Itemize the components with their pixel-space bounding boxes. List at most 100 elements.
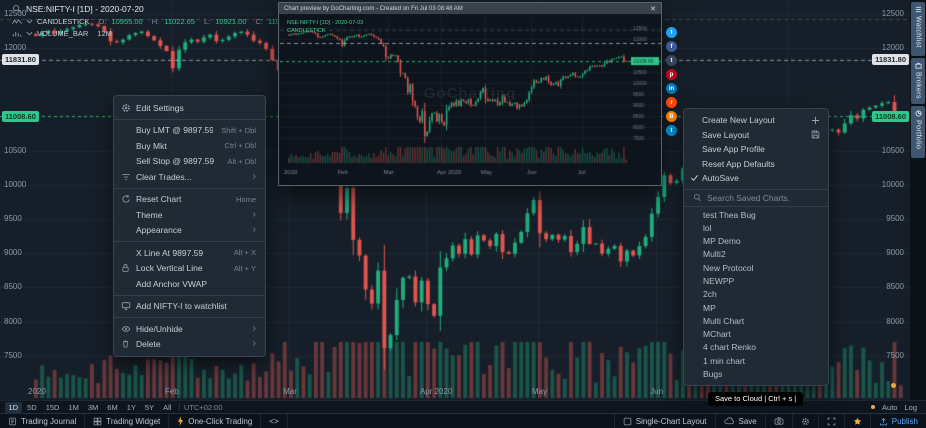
trading-journal-button[interactable]: Trading Journal: [0, 414, 86, 428]
publish-button[interactable]: Publish: [869, 414, 926, 428]
sidebar-tab-portfolio[interactable]: Portfolio: [911, 106, 925, 158]
saved-chart-item[interactable]: NEWPP: [703, 275, 735, 286]
lightning-icon: [177, 416, 184, 426]
menu-item-appearance[interactable]: Appearance ›: [114, 223, 265, 239]
menu-item-sell-stop[interactable]: Sell Stop @ 9897.59 Alt + Dbl: [114, 154, 265, 170]
log-scale-button[interactable]: Log: [904, 402, 917, 412]
timeframe-button[interactable]: 3M: [87, 402, 99, 412]
menu-item-edit-settings[interactable]: Edit Settings: [114, 100, 265, 116]
menu-item-add-to-watchlist[interactable]: Add NIFTY-I to watchlist: [114, 299, 265, 315]
menu-item-buy-lmt[interactable]: Buy LMT @ 9897.59 Shift + Dbl: [114, 123, 265, 139]
search-saved-charts-input[interactable]: [707, 192, 817, 203]
menu-shortcut: Alt + Y: [233, 263, 256, 273]
menu-item-lock-vertical-line[interactable]: Lock Vertical Line Alt + Y: [114, 261, 265, 277]
social-share-icon[interactable]: B: [666, 111, 677, 122]
auto-scale-button[interactable]: Auto: [882, 402, 898, 412]
social-share-icon[interactable]: in: [666, 83, 677, 94]
timeframe-button[interactable]: 1D: [5, 401, 22, 413]
watermark: GoCharting: [423, 85, 517, 102]
close-icon[interactable]: ✕: [650, 5, 656, 13]
chart-type-icon[interactable]: [12, 18, 22, 26]
fullscreen-button[interactable]: [817, 414, 844, 428]
timeframe-button[interactable]: 6M: [107, 402, 118, 412]
saved-chart-item[interactable]: MChart: [703, 329, 731, 340]
symbol-title[interactable]: NSE:NIFTY-I [1D] - 2020-07-20: [26, 4, 144, 14]
chevron-down-icon[interactable]: [26, 31, 33, 36]
chart-legend: NSE:NIFTY-I [1D] - 2020-07-20 CANDLESTIC…: [12, 4, 299, 41]
saved-chart-item[interactable]: MP: [703, 302, 716, 313]
social-share-icon[interactable]: t: [666, 125, 677, 136]
gear-icon: [121, 103, 136, 113]
saved-chart-item[interactable]: Bugs: [703, 369, 723, 380]
toolbar-left: Trading Journal Trading Widget One-Click…: [0, 414, 288, 428]
price-tick: 10500: [4, 145, 27, 155]
menu-item-hide-unhide[interactable]: Hide/Unhide ›: [114, 321, 265, 337]
social-share-icon[interactable]: t: [666, 27, 677, 38]
saved-chart-item[interactable]: test Thea Bug: [703, 209, 756, 220]
menu-label: X Line At 9897.59: [136, 247, 204, 258]
trading-widget-button[interactable]: Trading Widget: [85, 414, 170, 428]
menu-item-create-new-layout[interactable]: Create New Layout: [684, 113, 828, 128]
last-price-label: 11008.60: [872, 110, 909, 122]
menu-item-theme[interactable]: Theme ›: [114, 207, 265, 223]
price-tick: 9000: [4, 248, 22, 258]
social-share-icon[interactable]: p: [666, 69, 677, 80]
saved-chart-item[interactable]: 2ch: [703, 289, 717, 300]
volume-row: VOLUME_BAR 12M: [12, 29, 299, 38]
upload-icon: [879, 417, 888, 426]
sidebar-tab-watchlist[interactable]: Watchlist: [911, 2, 925, 56]
saved-chart-item[interactable]: New Protocol: [703, 262, 754, 273]
social-share-icon[interactable]: f: [666, 41, 677, 52]
symbol-row: NSE:NIFTY-I [1D] - 2020-07-20: [12, 4, 299, 14]
screenshot-button[interactable]: [764, 414, 792, 428]
single-chart-layout-button[interactable]: Single-Chart Layout: [613, 414, 715, 428]
saved-chart-item[interactable]: 1 min chart: [703, 355, 746, 366]
plus-icon: [811, 116, 820, 125]
menu-item-reset-app-defaults[interactable]: Reset App Defaults: [684, 157, 828, 172]
settings-button[interactable]: [791, 414, 818, 428]
button-label: Publish: [891, 416, 918, 426]
timeframe-button[interactable]: All: [163, 402, 172, 412]
menu-item-save-app-profile[interactable]: Save App Profile: [684, 142, 828, 157]
save-button[interactable]: Save: [714, 414, 765, 428]
timeframe-button[interactable]: 5Y: [144, 402, 155, 412]
menu-item-clear-trades[interactable]: Clear Trades... ›: [114, 169, 265, 185]
social-share-icon[interactable]: t: [666, 55, 677, 66]
menu-item-autosave[interactable]: AutoSave: [684, 171, 828, 186]
menu-item-reset-chart[interactable]: Reset Chart Home: [114, 192, 265, 208]
saved-chart-item[interactable]: Multi2: [703, 249, 726, 260]
sidebar-tab-brokers[interactable]: Brokers: [911, 58, 925, 104]
chevron-down-icon[interactable]: [26, 19, 33, 24]
timeframe-button[interactable]: 1M: [68, 402, 79, 412]
one-click-trading-button[interactable]: One-Click Trading: [169, 414, 262, 428]
menu-shortcut: Alt + X: [233, 248, 256, 258]
price-tick: 12000: [881, 43, 904, 53]
price-tick: 10000: [881, 179, 904, 189]
monitor-icon: [121, 301, 136, 311]
saved-chart-item[interactable]: lol: [703, 222, 712, 233]
menu-item-x-line[interactable]: X Line At 9897.59 Alt + X: [114, 245, 265, 261]
timezone-button[interactable]: UTC+02:00: [183, 402, 223, 412]
timeframe-button[interactable]: 1Y: [126, 402, 136, 412]
social-share-icon[interactable]: r: [666, 97, 677, 108]
saved-chart-item[interactable]: Multi Chart: [703, 315, 745, 326]
study-name[interactable]: CANDLESTICK: [37, 17, 90, 26]
menu-item-add-anchor-vwap[interactable]: Add Anchor VWAP: [114, 276, 265, 292]
price-level-label: 11831.80: [2, 54, 39, 66]
code-button[interactable]: <>: [261, 414, 288, 428]
menu-divider: [114, 294, 265, 296]
menu-item-delete[interactable]: Delete ›: [114, 337, 265, 353]
volume-study-icon[interactable]: [12, 30, 22, 38]
saved-chart-item[interactable]: MP Demo: [703, 236, 741, 247]
menu-item-save-layout[interactable]: Save Layout: [684, 128, 828, 143]
timeframe-button[interactable]: 5D: [27, 402, 37, 412]
volume-study-name[interactable]: VOLUME_BAR: [37, 29, 89, 38]
saved-chart-item[interactable]: 4 chart Renko: [703, 342, 756, 353]
favorites-button[interactable]: [843, 414, 870, 428]
search-icon[interactable]: [12, 4, 22, 14]
bottom-toolbar: Trading Journal Trading Widget One-Click…: [0, 413, 926, 428]
menu-item-buy-mkt[interactable]: Buy Mkt Ctrl + Dbl: [114, 138, 265, 154]
timeframe-button[interactable]: 15D: [45, 402, 60, 412]
right-sidebar: Watchlist Brokers Portfolio: [910, 0, 926, 400]
dialog-title: Chart preview by GoCharting.com - Create…: [284, 5, 463, 12]
